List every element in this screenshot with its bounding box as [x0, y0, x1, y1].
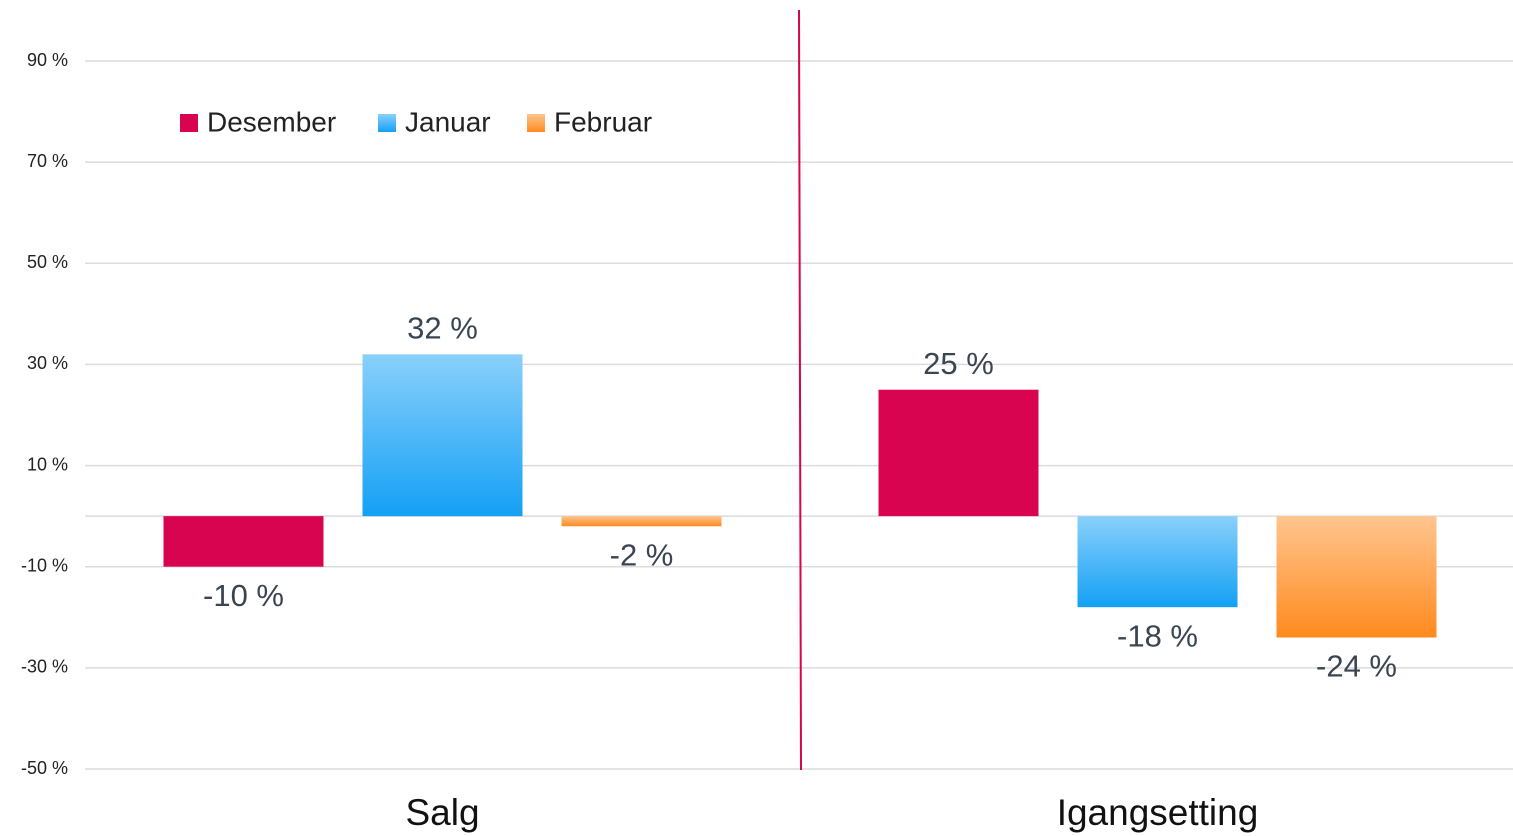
- value-label: 32 %: [407, 311, 478, 346]
- bar: [561, 516, 722, 527]
- value-label: -10 %: [203, 578, 284, 613]
- bar: [878, 389, 1039, 517]
- y-tick-label: 90 %: [27, 50, 68, 70]
- bar: [163, 516, 324, 567]
- y-tick-label: 10 %: [27, 454, 68, 474]
- value-label: -24 %: [1316, 649, 1397, 684]
- legend-swatch: [180, 114, 198, 132]
- bar: [1276, 516, 1437, 638]
- value-label: 25 %: [923, 346, 994, 381]
- bar: [1077, 516, 1238, 608]
- divider: [798, 9, 802, 771]
- y-tick-label: 30 %: [27, 353, 68, 373]
- bar: [362, 354, 523, 517]
- legend-swatch: [378, 114, 396, 132]
- value-label: -2 %: [610, 537, 674, 572]
- legend-label: Desember: [207, 106, 336, 137]
- y-tick-label: -10 %: [21, 555, 68, 575]
- y-tick-label: 50 %: [27, 252, 68, 272]
- x-tick-label: Salg: [405, 792, 479, 833]
- x-tick-label: Igangsetting: [1057, 792, 1259, 833]
- value-label: -18 %: [1117, 618, 1198, 653]
- y-tick-label: -30 %: [21, 657, 68, 677]
- legend-swatch: [527, 114, 545, 132]
- y-tick-label: 70 %: [27, 151, 68, 171]
- y-tick-label: -50 %: [21, 758, 68, 778]
- legend-label: Januar: [405, 106, 491, 137]
- legend-label: Februar: [554, 106, 652, 137]
